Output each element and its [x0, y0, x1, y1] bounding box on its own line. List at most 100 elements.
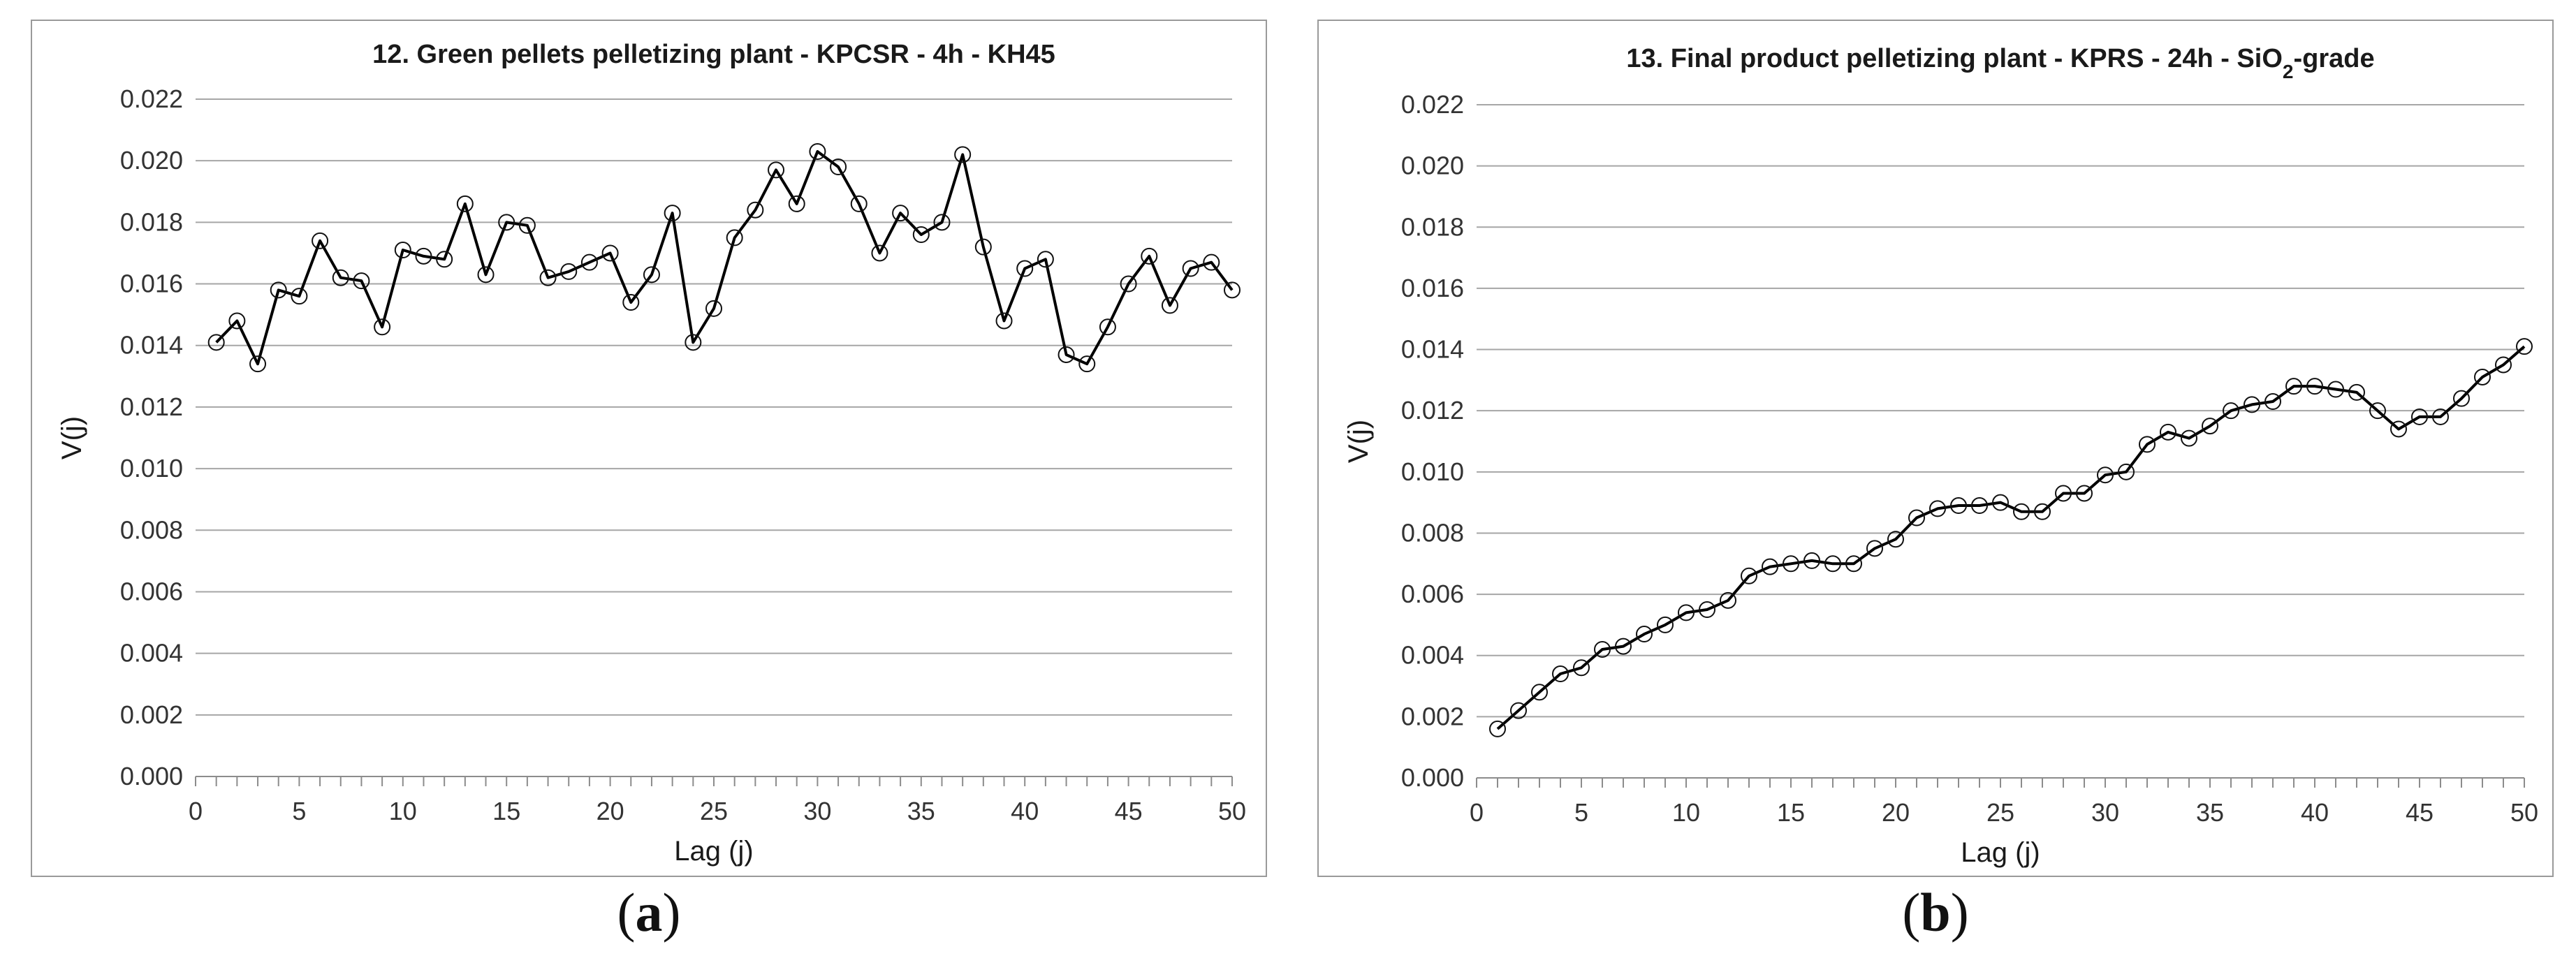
- chart-b-ytick-label: 0.016: [1401, 274, 1464, 302]
- chart-b-data-point: [1741, 567, 1757, 584]
- chart-a-data-point: [1224, 281, 1241, 299]
- chart-b-data-point: [2474, 368, 2491, 385]
- chart-a-data-point: [477, 266, 495, 284]
- chart-b-ytick-label: 0.010: [1401, 457, 1464, 486]
- chart-b-ytick-label: 0.014: [1401, 335, 1464, 364]
- chart-b-data-point: [2285, 378, 2302, 395]
- caption-a: (a): [544, 881, 754, 944]
- chart-a-ytick-label: 0.022: [120, 84, 183, 113]
- chart-a-data-point: [498, 214, 515, 231]
- chart-b-data-point: [1762, 558, 1778, 575]
- chart-b-data-point: [1678, 604, 1695, 621]
- chart-b-data-point: [2390, 420, 2407, 438]
- chart-b-data-point: [1845, 555, 1862, 573]
- chart-a-data-point: [830, 159, 847, 175]
- chart-b-data-point: [2076, 485, 2093, 502]
- chart-a-data-point: [933, 214, 951, 231]
- chart-b-data-point: [2013, 503, 2030, 520]
- chart-b-data-point: [2160, 423, 2176, 441]
- chart-b-data-point: [1699, 601, 1715, 618]
- chart-a-xlabel: Lag (j): [674, 836, 753, 867]
- chart-b-data-point: [1929, 500, 1946, 517]
- caption-b: (b): [1831, 881, 2040, 944]
- chart-a-data-point: [436, 251, 453, 268]
- chart-b-ytick-label: 0.004: [1401, 641, 1464, 670]
- chart-b-xtick-label: 20: [1882, 798, 1910, 827]
- chart-a-xtick-label: 45: [1115, 797, 1143, 825]
- chart-a-data-point: [1203, 253, 1220, 271]
- chart-b-xtick-label: 50: [2510, 798, 2538, 827]
- chart-b-data-point: [1887, 531, 1904, 548]
- chart-a-ytick-label: 0.006: [120, 577, 183, 605]
- chart-b-data-point: [2327, 381, 2344, 398]
- caption-a-open: (: [617, 882, 636, 943]
- chart-a-ytick-label: 0.000: [120, 762, 183, 790]
- chart-b-xtick-label: 10: [1672, 798, 1700, 827]
- chart-a-data-point: [394, 242, 411, 259]
- chart-a-data-point: [871, 244, 888, 262]
- chart-b-data-point: [1489, 720, 1506, 737]
- chart-a-data-point: [850, 195, 868, 212]
- chart-b-data-point: [1720, 591, 1736, 609]
- chart-b-ytick-label: 0.008: [1401, 518, 1464, 547]
- chart-b-data-point: [2264, 393, 2281, 411]
- chart-b-data-point: [1552, 665, 1569, 683]
- chart-a-data-point: [332, 269, 349, 286]
- chart-b-data-point: [1510, 702, 1527, 719]
- chart-a-ytick-label: 0.014: [120, 331, 183, 360]
- chart-b-data-point: [1908, 509, 1925, 526]
- chart-a-ytick-label: 0.012: [120, 392, 183, 421]
- chart-a-xtick-label: 20: [597, 797, 624, 825]
- chart-a-data-point: [601, 244, 619, 262]
- chart-b-data-point: [1636, 626, 1653, 643]
- chart-b-data-point: [2118, 463, 2135, 480]
- chart-a-title: 12. Green pellets pelletizing plant - KP…: [372, 40, 1055, 69]
- chart-a-xtick-label: 25: [700, 797, 728, 825]
- chart-a-ytick-label: 0.018: [120, 207, 183, 236]
- chart-a-series-line: [215, 150, 1234, 366]
- chart-a-data-point: [580, 253, 598, 271]
- chart-b-data-point: [2223, 402, 2239, 420]
- chart-b-data-point: [2453, 390, 2470, 407]
- chart-b-data-point: [2432, 408, 2449, 425]
- chart-b-data-point: [2202, 418, 2218, 435]
- chart-b-series-line: [1496, 345, 2526, 730]
- chart-a-data-point: [291, 288, 308, 305]
- chart-a-ylabel: V(j): [57, 416, 87, 459]
- chart-a-ytick-label: 0.010: [120, 454, 183, 483]
- chart-a-data-point: [726, 229, 743, 246]
- chart-a-data-point: [643, 266, 660, 284]
- chart-b-data-point: [1950, 497, 1967, 515]
- chart-b-xlabel: Lag (j): [1961, 837, 2040, 868]
- chart-a-xtick-label: 15: [492, 797, 520, 825]
- chart-panel-b: 13. Final product pelletizing plant - KP…: [1317, 20, 2554, 877]
- chart-a-data-point: [892, 205, 909, 222]
- chart-b-data-point: [2348, 383, 2365, 401]
- chart-b-title-part: -grade: [2293, 44, 2374, 73]
- chart-a-xtick-label: 50: [1218, 797, 1246, 825]
- chart-a-data-point: [228, 312, 246, 330]
- chart-b-xtick-label: 15: [1777, 798, 1805, 827]
- chart-b-data-point: [2139, 436, 2156, 453]
- chart-a-data-point: [1078, 355, 1096, 373]
- chart-b-data-point: [2516, 338, 2533, 355]
- chart-a-data-point: [685, 334, 702, 351]
- chart-a-xtick-label: 10: [389, 797, 417, 825]
- chart-b-data-point: [2495, 356, 2512, 374]
- chart-b-data-point: [2181, 429, 2197, 447]
- chart-a-ytick-label: 0.016: [120, 270, 183, 298]
- chart-b-data-point: [2097, 466, 2114, 484]
- chart-a-data-point: [374, 318, 391, 336]
- chart-a-data-point: [1037, 251, 1054, 268]
- chart-a-data-point: [622, 294, 640, 311]
- chart-b-ytick-label: 0.012: [1401, 396, 1464, 425]
- chart-a-data-point: [664, 205, 681, 222]
- caption-b-open: (: [1902, 882, 1921, 943]
- chart-b-data-point: [1971, 497, 1988, 515]
- chart-b-xtick-label: 40: [2301, 798, 2329, 827]
- chart-a-data-point: [353, 272, 370, 290]
- chart-b-data-point: [2244, 396, 2260, 413]
- chart-a-data-point: [249, 355, 267, 373]
- chart-a-data-point: [995, 312, 1013, 330]
- chart-a-svg: 12. Green pellets pelletizing plant - KP…: [57, 40, 1246, 867]
